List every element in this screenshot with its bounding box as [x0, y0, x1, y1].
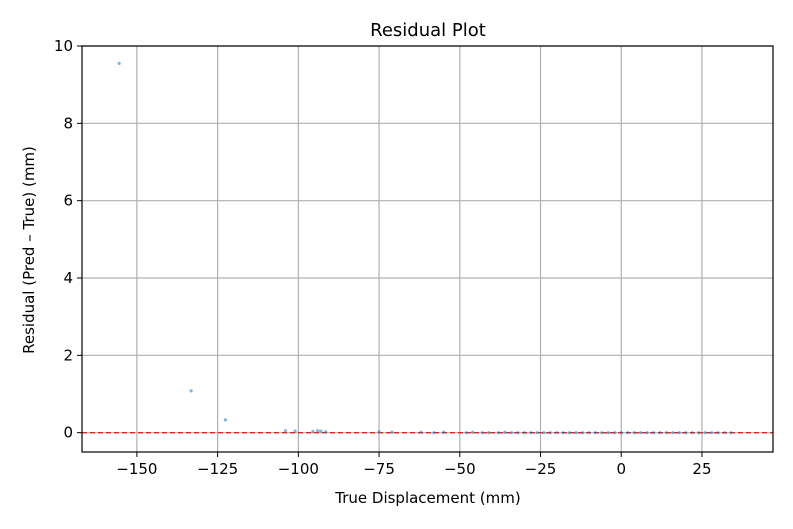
data-point — [710, 431, 714, 435]
data-point — [632, 431, 636, 435]
data-point — [419, 430, 423, 434]
y-tick-label: 8 — [63, 114, 73, 132]
x-axis-title: True Displacement (mm) — [334, 489, 520, 507]
data-point — [677, 431, 681, 435]
data-point — [729, 431, 733, 435]
data-point — [639, 431, 643, 435]
data-point — [716, 431, 720, 435]
data-point — [496, 431, 501, 435]
data-point — [464, 431, 468, 435]
plot-frame — [81, 45, 774, 453]
x-tick-label: −50 — [444, 460, 476, 478]
x-tick-label: −125 — [197, 460, 238, 478]
x-axis-ticks: −150 −125 −100 −75 −50 −25 0 25 — [116, 452, 712, 478]
data-point — [283, 429, 288, 433]
y-axis-ticks: 0 2 4 6 8 10 — [54, 37, 82, 442]
data-point — [619, 431, 623, 435]
data-point — [487, 431, 491, 435]
data-points — [117, 61, 733, 435]
x-tick-label: −75 — [363, 460, 395, 478]
data-point — [722, 431, 727, 435]
y-tick-label: 0 — [63, 424, 73, 442]
data-point — [223, 418, 227, 422]
data-point — [324, 430, 328, 434]
data-point — [697, 431, 701, 435]
y-tick-label: 6 — [63, 192, 73, 210]
data-point — [600, 431, 604, 435]
data-point — [567, 431, 572, 435]
data-point — [561, 431, 565, 435]
data-point — [671, 431, 675, 435]
x-tick-label: −150 — [116, 460, 157, 478]
data-point — [390, 430, 394, 434]
data-point — [626, 431, 630, 435]
y-axis-title: Residual (Pred – True) (mm) — [20, 146, 38, 354]
data-point — [377, 430, 381, 434]
data-point — [548, 431, 552, 435]
y-tick-label: 4 — [63, 269, 73, 287]
data-point — [316, 429, 320, 433]
data-point — [442, 430, 446, 434]
x-tick-label: 25 — [692, 460, 711, 478]
y-tick-label: 10 — [54, 37, 73, 55]
x-tick-label: −25 — [525, 460, 557, 478]
data-point — [606, 431, 610, 435]
data-point — [189, 389, 193, 393]
data-point — [555, 431, 559, 435]
data-point — [613, 431, 617, 435]
data-point — [651, 431, 656, 435]
data-point — [117, 61, 121, 65]
chart-title: Residual Plot — [370, 20, 486, 41]
data-point — [535, 431, 539, 435]
grid — [82, 45, 773, 452]
data-point — [580, 431, 585, 435]
data-point — [542, 431, 546, 435]
data-point — [509, 431, 514, 435]
data-point — [684, 431, 688, 435]
data-point — [503, 430, 507, 434]
data-point — [664, 431, 669, 435]
data-point — [587, 431, 591, 435]
data-point — [529, 431, 533, 435]
data-point — [311, 429, 315, 434]
data-point — [471, 430, 475, 434]
data-point — [516, 431, 520, 435]
x-tick-label: 0 — [616, 460, 626, 478]
data-point — [293, 429, 297, 433]
data-point — [480, 431, 484, 435]
data-point — [522, 431, 526, 435]
data-point — [690, 431, 694, 435]
data-point — [432, 431, 436, 435]
data-point — [703, 431, 707, 435]
data-point — [574, 431, 578, 435]
data-point — [593, 431, 598, 435]
x-tick-label: −100 — [278, 460, 319, 478]
data-point — [319, 429, 323, 433]
y-tick-label: 2 — [63, 346, 73, 364]
data-point — [645, 431, 649, 435]
data-point — [658, 431, 662, 435]
